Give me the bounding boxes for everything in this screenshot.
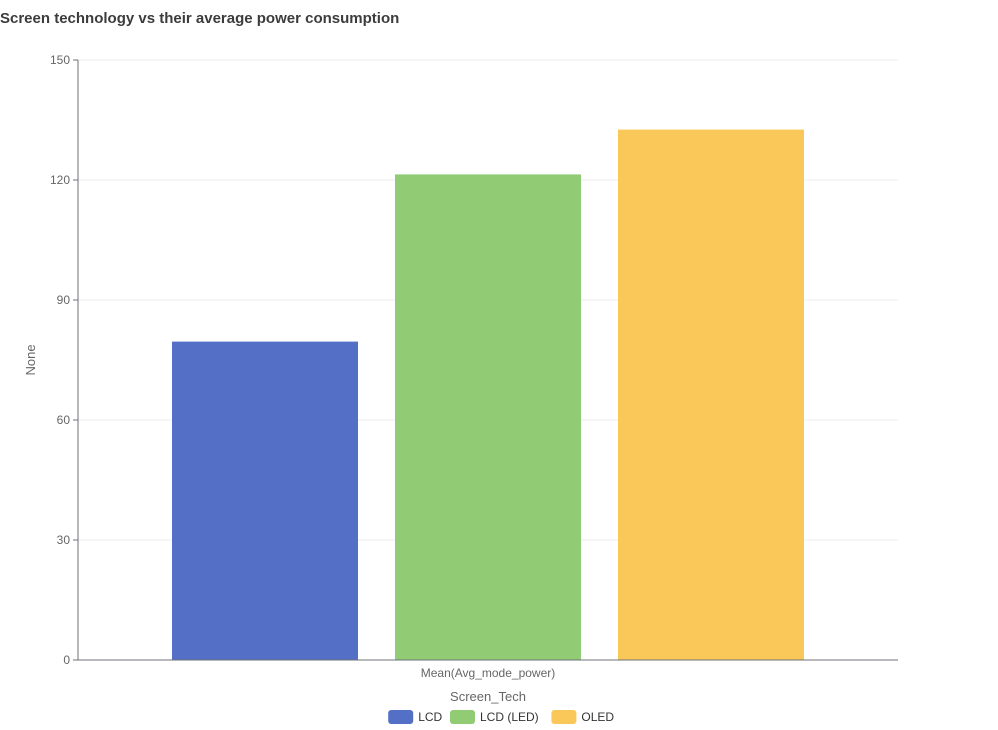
y-tick-label: 30 bbox=[57, 533, 71, 547]
legend[interactable]: LCD LCD (LED) OLED bbox=[388, 710, 614, 724]
y-tick-label: 60 bbox=[57, 413, 71, 427]
axes: 0 30 60 90 120 150 Mean(Avg_mode_power) bbox=[50, 53, 898, 680]
bars bbox=[172, 129, 804, 661]
x-tick-label: Mean(Avg_mode_power) bbox=[421, 666, 556, 680]
y-tick-label: 0 bbox=[63, 653, 70, 667]
bar-lcd[interactable] bbox=[172, 341, 358, 660]
legend-label-oled[interactable]: OLED bbox=[581, 710, 614, 724]
legend-label-lcd-led[interactable]: LCD (LED) bbox=[480, 710, 539, 724]
bar-oled[interactable] bbox=[618, 129, 804, 661]
chart-title: Screen technology vs their average power… bbox=[0, 10, 400, 27]
y-tick-label: 90 bbox=[57, 293, 71, 307]
x-axis-title: Screen_Tech bbox=[450, 689, 526, 704]
legend-swatch-oled[interactable] bbox=[551, 710, 577, 724]
y-tick-label: 120 bbox=[50, 173, 70, 187]
y-axis-title: None bbox=[23, 344, 38, 375]
y-tick-label: 150 bbox=[50, 53, 70, 67]
legend-label-lcd[interactable]: LCD bbox=[418, 710, 442, 724]
bar-lcd-led[interactable] bbox=[395, 174, 581, 660]
legend-swatch-lcd-led[interactable] bbox=[450, 710, 475, 724]
legend-swatch-lcd[interactable] bbox=[388, 710, 414, 724]
